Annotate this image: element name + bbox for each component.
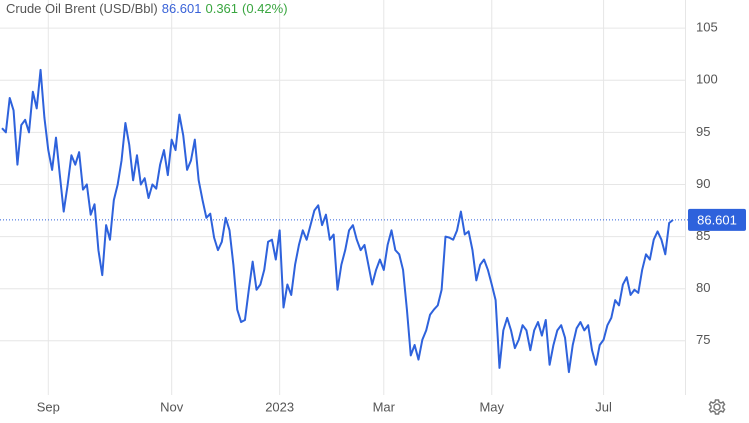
y-tick-label: 90 xyxy=(696,176,710,191)
x-tick-label: Jul xyxy=(595,399,612,414)
last-price-label: 86.601 xyxy=(697,212,737,227)
plot: 75 80 85 90 95 100 105 Sep Nov 2023 Mar May Jul 86.60… xyxy=(0,0,746,414)
x-tick-label: Nov xyxy=(160,399,184,414)
x-tick-label: May xyxy=(479,399,504,414)
price-line xyxy=(1,68,674,374)
change: 0.361 xyxy=(205,1,239,16)
x-tick-label: 2023 xyxy=(265,399,294,414)
x-tick-label: Mar xyxy=(373,399,396,414)
header: Crude Oil Brent (USD/Bbl) 86.601 0.361 (0.4… xyxy=(6,1,292,16)
y-tick-label: 85 xyxy=(696,228,710,243)
y-tick-label: 105 xyxy=(696,20,718,35)
y-tick-label: 100 xyxy=(696,72,718,87)
change-percent: (0.42%) xyxy=(242,1,288,16)
y-tick-label: 95 xyxy=(696,124,710,139)
y-tick-label: 80 xyxy=(696,280,710,295)
last-price-box xyxy=(688,208,746,231)
chart-title: Crude Oil Brent (USD/Bbl) xyxy=(6,1,158,16)
y-tick-label: 75 xyxy=(696,332,710,347)
x-tick-label: Sep xyxy=(37,399,60,414)
settings-icon[interactable] xyxy=(708,399,726,415)
price: 86.601 xyxy=(161,1,202,16)
